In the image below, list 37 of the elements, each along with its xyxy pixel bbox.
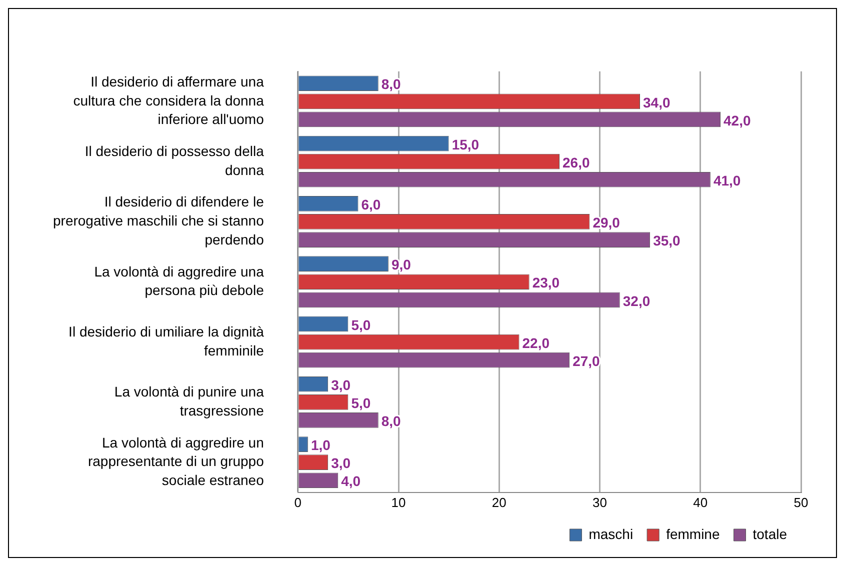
- data-label: 8,0: [381, 413, 402, 430]
- data-label: 5,0: [351, 316, 371, 333]
- data-label: 32,0: [622, 292, 650, 309]
- x-tick-label: 30: [592, 494, 607, 510]
- data-label: 23,0: [532, 274, 560, 291]
- legend-label: maschi: [588, 526, 634, 542]
- legend-label: femmine: [666, 526, 720, 542]
- y-tick-label: Il desiderio di umiliare la dignità femminile: [68, 323, 264, 358]
- y-tick-label: La volontà di punire una trasgressione: [114, 384, 264, 418]
- data-label: 34,0: [643, 94, 670, 110]
- data-label: 26,0: [562, 154, 590, 170]
- data-label: 1,0: [310, 437, 331, 454]
- data-label: 9,0: [391, 256, 412, 273]
- data-label: 35,0: [653, 232, 681, 249]
- legend-label: totale: [752, 526, 788, 542]
- data-label: 3,0: [331, 376, 351, 393]
- data-label: 5,0: [351, 395, 371, 412]
- data-label: 27,0: [572, 352, 600, 369]
- data-label: 41,0: [713, 172, 741, 188]
- data-label: 6,0: [361, 196, 381, 213]
- data-label: 29,0: [592, 214, 620, 231]
- data-label: 4,0: [341, 473, 361, 490]
- y-tick-label: Il desiderio di possesso della donna: [84, 142, 264, 178]
- data-label: 22,0: [522, 334, 550, 351]
- data-label: 3,0: [331, 455, 351, 472]
- y-tick-label: La volontà di aggredire una persona più debole: [94, 263, 264, 298]
- y-tick-label: Il desiderio di difendere le prerogative maschili che si stanno perdendo: [52, 194, 264, 248]
- x-tick-label: 10: [391, 494, 406, 510]
- x-tick-label: 50: [794, 494, 808, 510]
- data-label: 42,0: [724, 112, 751, 128]
- x-tick-label: 20: [492, 494, 506, 510]
- x-tick-label: 0: [294, 494, 302, 510]
- x-tick-label: 40: [693, 494, 708, 510]
- y-tick-label: Il desiderio di affermare una cultura che considera la donna inferiore all'uomo: [73, 73, 264, 128]
- data-label: 15,0: [452, 136, 480, 152]
- y-tick-label: La volontà di aggredire un rappresentante di un gruppo sociale estraneo: [88, 434, 264, 488]
- data-label: 8,0: [381, 76, 402, 92]
